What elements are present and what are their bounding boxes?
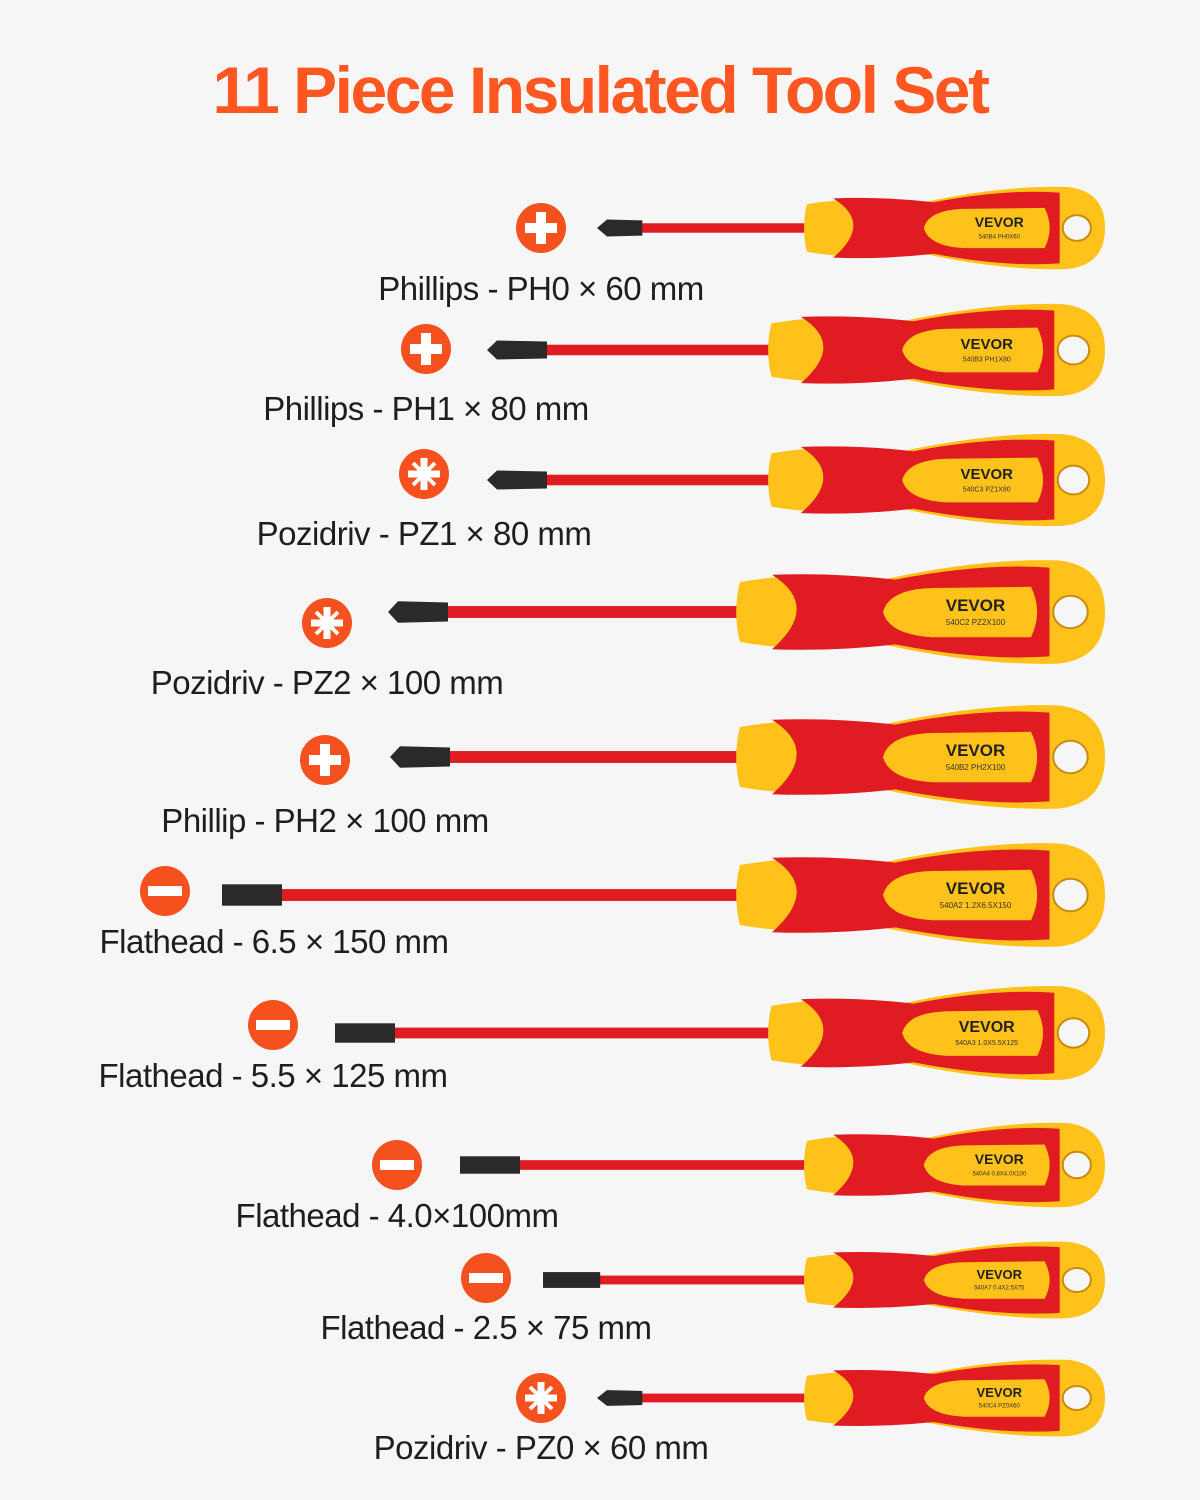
tool-label: Phillips - PH1 × 80 mm xyxy=(263,390,589,427)
screwdriver-image: VEVOR 540A7 0.4X2.5X75 xyxy=(543,1241,1105,1319)
brand-logo: VEVOR xyxy=(977,1267,1023,1282)
screwdriver-image: VEVOR 540C2 PZ2X100 xyxy=(388,560,1105,664)
brand-logo: VEVOR xyxy=(959,1019,1015,1036)
flathead-slot-icon xyxy=(371,1139,423,1196)
phillips-cross-icon xyxy=(299,734,351,791)
pozidriv-star-icon xyxy=(515,1372,567,1429)
flathead-slot-icon xyxy=(139,865,191,922)
screwdriver-image: VEVOR 540B2 PH2X100 xyxy=(390,705,1105,809)
screwdriver-image: VEVOR 540B4 PH0X60 xyxy=(597,186,1105,270)
handle-code: 540C4 PZ0X60 xyxy=(979,1404,1021,1410)
brand-logo: VEVOR xyxy=(975,214,1024,230)
screwdriver-image: VEVOR 540A4 0.8X4.0X100 xyxy=(460,1122,1105,1208)
brand-logo: VEVOR xyxy=(960,336,1013,353)
handle-code: 540B2 PH2X100 xyxy=(946,763,1006,772)
tool-label: Flathead - 4.0×100mm xyxy=(235,1197,559,1234)
flathead-slot-icon xyxy=(247,999,299,1056)
handle-code: 540A2 1.2X6.5X150 xyxy=(940,901,1012,910)
tool-label: Flathead - 2.5 × 75 mm xyxy=(320,1309,652,1346)
handle-code: 540B3 PH1X80 xyxy=(963,357,1011,364)
screwdriver-image: VEVOR 540A3 1.0X5.5X125 xyxy=(335,985,1105,1081)
flathead-slot-icon xyxy=(460,1252,512,1309)
handle-code: 540C2 PZ2X100 xyxy=(946,618,1006,627)
tool-label: Flathead - 5.5 × 125 mm xyxy=(98,1057,448,1094)
brand-logo: VEVOR xyxy=(946,596,1006,615)
handle-code: 540A7 0.4X2.5X75 xyxy=(974,1286,1025,1292)
handle-code: 540C3 PZ1X80 xyxy=(963,487,1011,494)
tool-label: Pozidriv - PZ2 × 100 mm xyxy=(150,664,504,701)
tool-label: Pozidriv - PZ0 × 60 mm xyxy=(373,1429,709,1466)
brand-logo: VEVOR xyxy=(977,1385,1023,1400)
handle-code: 540A4 0.8X4.0X100 xyxy=(972,1172,1026,1178)
phillips-cross-icon xyxy=(515,202,567,259)
phillips-cross-icon xyxy=(400,323,452,380)
pozidriv-star-icon xyxy=(398,448,450,505)
brand-logo: VEVOR xyxy=(960,466,1013,483)
handle-code: 540A3 1.0X5.5X125 xyxy=(955,1040,1018,1047)
handle-code: 540B4 PH0X60 xyxy=(979,234,1021,240)
tool-label: Phillips - PH0 × 60 mm xyxy=(378,270,704,307)
screwdriver-image: VEVOR 540C3 PZ1X80 xyxy=(487,433,1105,527)
tool-label: Pozidriv - PZ1 × 80 mm xyxy=(256,515,592,552)
screwdriver-image: VEVOR 540C4 PZ0X60 xyxy=(597,1359,1105,1437)
brand-logo: VEVOR xyxy=(946,879,1006,898)
page-title: 11 Piece Insulated Tool Set xyxy=(212,53,990,127)
pozidriv-star-icon xyxy=(301,597,353,654)
brand-logo: VEVOR xyxy=(946,741,1006,760)
tool-label: Flathead - 6.5 × 150 mm xyxy=(99,923,449,960)
tool-label: Phillip - PH2 × 100 mm xyxy=(161,802,489,839)
brand-logo: VEVOR xyxy=(975,1151,1024,1167)
screwdriver-image: VEVOR 540A2 1.2X6.5X150 xyxy=(222,843,1105,947)
screwdriver-image: VEVOR 540B3 PH1X80 xyxy=(487,303,1105,397)
